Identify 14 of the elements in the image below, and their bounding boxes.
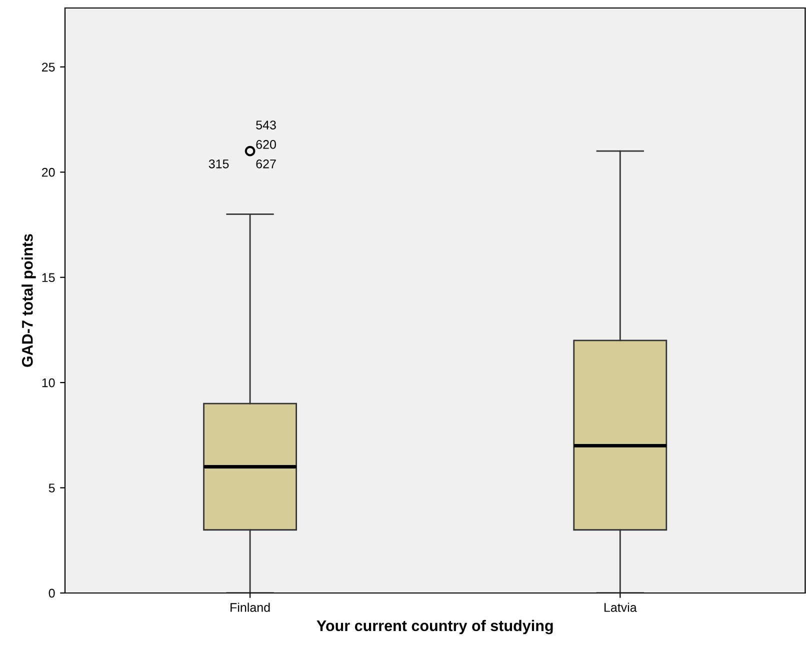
- y-tick-label: 10: [42, 378, 55, 388]
- annotation: 543: [256, 120, 276, 130]
- y-tick-label: 25: [42, 62, 55, 72]
- y-tick-label: 15: [42, 273, 55, 282]
- x-tick-label: Finland: [230, 602, 270, 612]
- y-axis-title: GAD-7 total points: [22, 234, 36, 367]
- annotation: 627: [256, 159, 276, 168]
- x-axis-title: Your current country of studying: [316, 620, 553, 634]
- y-tick-label: 0: [48, 588, 55, 598]
- x-tick-label: Latvia: [604, 602, 637, 612]
- y-tick-label: 20: [42, 168, 55, 177]
- annotation: 620: [256, 140, 276, 149]
- y-tick-label: 5: [48, 484, 55, 492]
- annotation: 315: [208, 159, 229, 168]
